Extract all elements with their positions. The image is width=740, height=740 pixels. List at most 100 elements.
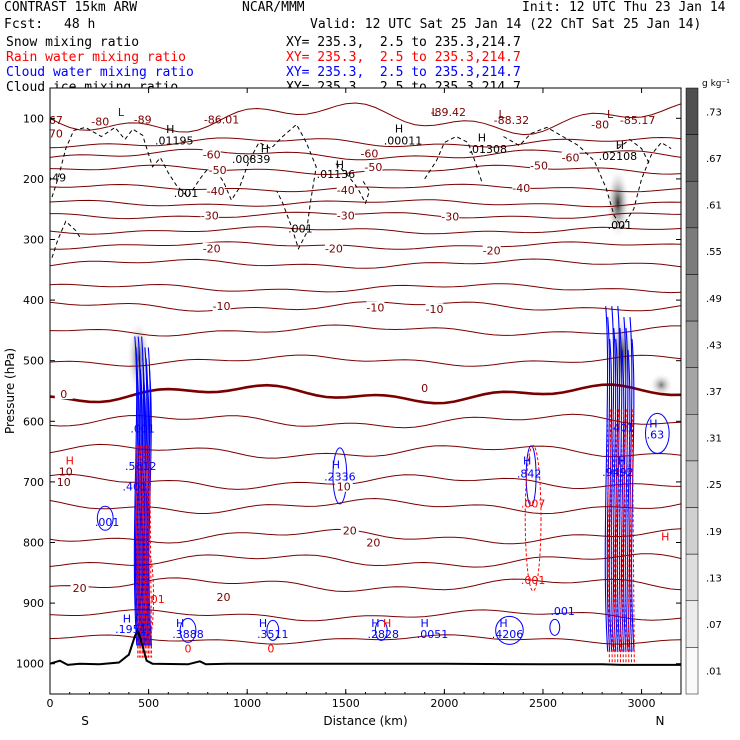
contour-label-bg (512, 181, 531, 193)
x-tick-label: 1500 (332, 697, 360, 710)
extremum-label: .001 (288, 223, 313, 236)
extremum-label: .4206 (492, 628, 524, 641)
extremum-label: .3511 (257, 628, 289, 641)
temperature-contour (50, 136, 681, 149)
extremum-label: H (661, 530, 669, 543)
extremum-label: .001 (130, 423, 155, 436)
rain-contour (144, 445, 148, 658)
snow-contour (335, 163, 370, 205)
contour-label-bg (366, 301, 385, 313)
cloud-water-contour (138, 358, 142, 646)
temperature-contour (50, 241, 681, 250)
x-tick-label: 2000 (430, 697, 458, 710)
extremum-label: L (118, 106, 125, 119)
cloud-ice-shading (605, 166, 630, 240)
legend-snow-label: Snow mixing ratio (6, 35, 140, 50)
temperature-contour-label: 0 (421, 382, 428, 395)
colorbar-tick-label: .19 (706, 527, 722, 538)
contour-label-bg (340, 524, 359, 536)
temperature-contour-label: -30 (337, 209, 355, 222)
contour-label-bg (530, 159, 549, 171)
cloud-ice-shading (649, 372, 674, 398)
extremum-label: H (649, 418, 657, 431)
forecast-label: Fcst: (4, 17, 44, 32)
temperature-contour (50, 577, 681, 593)
x-tick-label: 500 (138, 697, 159, 710)
rain-contour (149, 445, 153, 658)
extremum-label: .00839 (232, 153, 271, 166)
y-axis-label: Pressure (hPa) (3, 348, 17, 434)
y-tick-label: 300 (23, 234, 44, 247)
cloud-ice-shading (126, 318, 151, 398)
colorbar-bin (685, 274, 699, 322)
colorbar-tick-label: .61 (706, 201, 722, 212)
colorbar-bin (685, 367, 699, 415)
extremum-label: 0 (267, 643, 274, 656)
extremum-label: .001 (521, 574, 546, 587)
temperature-contour (50, 102, 681, 136)
cloud-water-contour (645, 412, 670, 454)
colorbar-tick-label: .43 (706, 340, 722, 351)
cloud-water-contour (625, 327, 629, 652)
colorbar-bin (685, 600, 699, 648)
valid-time: Valid: 12 UTC Sat 25 Jan 14 (22 ChT Sat … (310, 17, 702, 32)
temperature-contour (50, 553, 681, 568)
cloud-water-contour (266, 619, 280, 641)
extremum-label: H (332, 458, 340, 471)
temperature-contour-label: -60 (562, 152, 580, 165)
contour-label-bg (336, 209, 355, 221)
colorbar-tick-label: .31 (706, 434, 722, 445)
temperature-contour (50, 258, 681, 269)
cloud-water-contour (133, 336, 138, 646)
snow-contour (51, 123, 317, 250)
temperature-contour-label: -20 (325, 243, 343, 256)
rain-contour (606, 409, 610, 664)
colorbar-bin (685, 414, 699, 462)
extremum-label: .2336 (324, 470, 356, 483)
temperature-contour (50, 183, 681, 193)
temperature-contour-label: -50 (209, 164, 227, 177)
extremum-label: .401 (610, 421, 635, 434)
extremum-label: .1951 (115, 623, 147, 636)
colorbar-bin (685, 87, 699, 135)
temperature-contour-label: -40 (512, 182, 530, 195)
contour-label-bg (200, 209, 219, 221)
x-tick-label: 3000 (628, 697, 656, 710)
terrain-line (50, 627, 681, 666)
snow-contour (51, 220, 82, 258)
legend-snow-xy: XY= 235.3, 2.5 to 235.3,214.7 (286, 35, 521, 50)
temperature-contour-label: -20 (203, 243, 221, 256)
contour-label-bg (334, 480, 353, 492)
extremum-label: H (523, 455, 531, 468)
extremum-label: -67 (45, 114, 63, 127)
extremum-label: .001 (608, 219, 633, 232)
legend-rain-label: Rain water mixing ratio (6, 50, 187, 65)
temperature-contour-label: -60 (360, 147, 378, 160)
rain-contour (138, 445, 142, 658)
x-end-label-north: N (656, 714, 665, 728)
cloud-water-contour (374, 619, 388, 641)
extremum-label: H (616, 139, 624, 152)
rain-contour (626, 409, 630, 664)
extremum-label: H (421, 617, 429, 630)
colorbar-unit: g kg⁻¹ (702, 79, 730, 89)
colorbar-tick-label: .07 (706, 620, 722, 631)
temperature-contour (50, 301, 681, 312)
temperature-contour-label: 10 (337, 481, 351, 494)
rain-contour (620, 409, 624, 664)
extremum-label: H (123, 612, 131, 625)
contour-label-bg (591, 118, 610, 130)
temperature-contour (50, 283, 681, 294)
colorbar-bin (685, 553, 699, 602)
extremum-label: .01195 (155, 135, 194, 148)
temperature-contour-label: -40 (337, 184, 355, 197)
rain-contour (135, 445, 139, 658)
temperature-contour (50, 226, 681, 235)
snow-contour (503, 126, 672, 229)
extremum-label: .007 (521, 498, 546, 511)
extremum-label: -88.32 (494, 114, 529, 127)
rain-contour (147, 445, 151, 658)
temperature-contour-label: 20 (343, 524, 357, 537)
temperature-contour (50, 211, 681, 220)
y-tick-label: 100 (23, 112, 44, 125)
